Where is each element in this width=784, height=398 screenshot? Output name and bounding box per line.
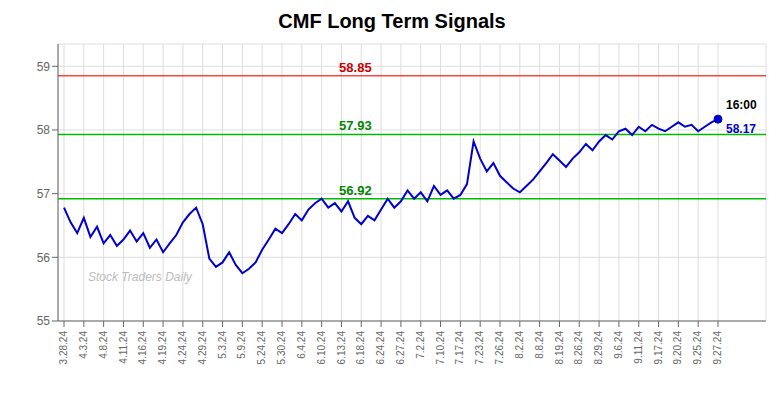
svg-text:6.24.24: 6.24.24 — [375, 331, 386, 365]
svg-text:6.27.24: 6.27.24 — [395, 331, 406, 365]
svg-text:56.92: 56.92 — [339, 183, 372, 198]
svg-text:7.10.24: 7.10.24 — [435, 331, 446, 365]
svg-text:9.17.24: 9.17.24 — [653, 331, 664, 365]
svg-text:4.29.24: 4.29.24 — [197, 331, 208, 365]
svg-text:6.18.24: 6.18.24 — [355, 331, 366, 365]
svg-text:7.26.24: 7.26.24 — [494, 331, 505, 365]
svg-text:58.85: 58.85 — [339, 60, 372, 75]
svg-text:5.24.24: 5.24.24 — [256, 331, 267, 365]
html-text:Stock Traders Daily: Stock Traders Daily — [88, 270, 192, 284]
svg-text:9.20.24: 9.20.24 — [672, 331, 683, 365]
svg-text:4.11.24: 4.11.24 — [118, 331, 129, 364]
svg-text:9.27.24: 9.27.24 — [712, 331, 723, 365]
svg-text:57: 57 — [37, 187, 51, 201]
svg-text:55: 55 — [37, 314, 51, 328]
svg-text:58: 58 — [37, 123, 51, 137]
svg-text:4.24.24: 4.24.24 — [177, 331, 188, 365]
svg-text:7.23.24: 7.23.24 — [474, 331, 485, 365]
svg-text:8.26.24: 8.26.24 — [573, 331, 584, 365]
svg-text:6.10.24: 6.10.24 — [316, 331, 327, 365]
svg-text:7.2.24: 7.2.24 — [415, 331, 426, 359]
svg-text:4.3.24: 4.3.24 — [78, 331, 89, 359]
svg-text:8.19.24: 8.19.24 — [554, 331, 565, 365]
svg-text:5.30.24: 5.30.24 — [276, 331, 287, 365]
svg-text:4.16.24: 4.16.24 — [137, 331, 148, 365]
svg-text:3.28.24: 3.28.24 — [58, 331, 69, 365]
svg-text:9.6.24: 9.6.24 — [613, 331, 624, 359]
svg-text:4.19.24: 4.19.24 — [157, 331, 168, 365]
svg-text:5.3.24: 5.3.24 — [217, 331, 228, 359]
svg-text:8.8.24: 8.8.24 — [534, 331, 545, 359]
svg-text:16:00: 16:00 — [726, 98, 757, 112]
svg-text:8.29.24: 8.29.24 — [593, 331, 604, 365]
svg-text:5.9.24: 5.9.24 — [236, 331, 247, 359]
svg-text:58.17: 58.17 — [726, 122, 756, 136]
svg-text:59: 59 — [37, 60, 51, 74]
svg-text:56: 56 — [37, 251, 51, 265]
svg-text:8.2.24: 8.2.24 — [514, 331, 525, 359]
svg-text:7.17.24: 7.17.24 — [454, 331, 465, 365]
svg-text:57.93: 57.93 — [339, 118, 372, 133]
html-text:CMF Long Term Signals: CMF Long Term Signals — [278, 10, 506, 32]
svg-text:9.11.24: 9.11.24 — [633, 331, 644, 364]
svg-text:9.25.24: 9.25.24 — [692, 331, 703, 365]
svg-text:6.13.24: 6.13.24 — [336, 331, 347, 365]
svg-text:4.8.24: 4.8.24 — [98, 331, 109, 359]
svg-text:6.4.24: 6.4.24 — [296, 331, 307, 359]
